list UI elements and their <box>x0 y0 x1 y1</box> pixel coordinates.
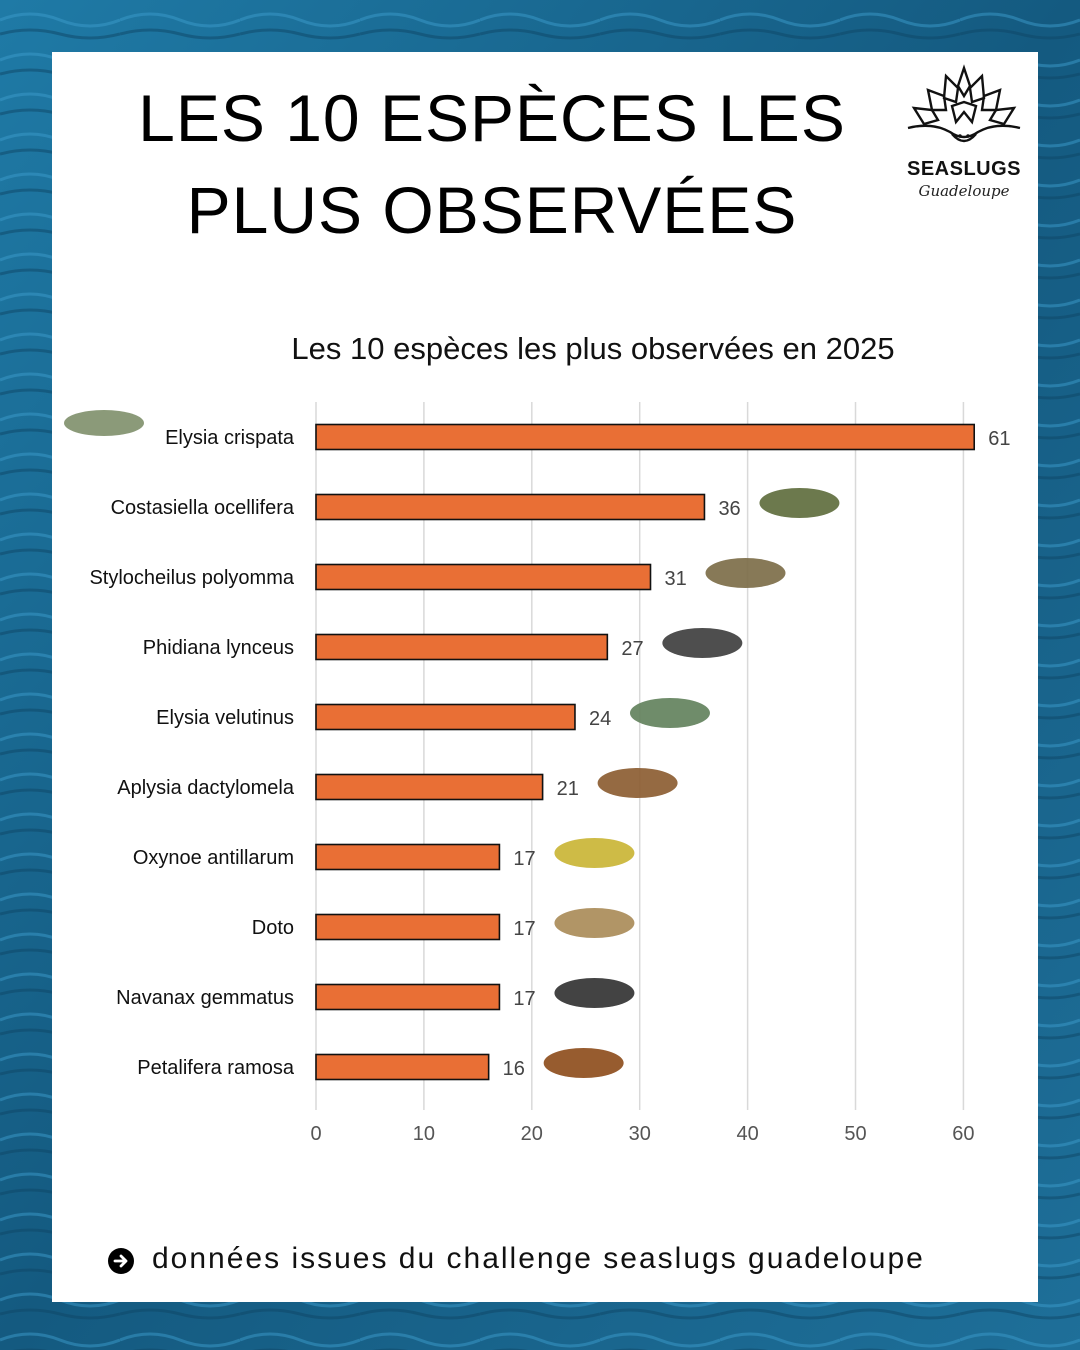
title-line-2: PLUS OBSERVÉES <box>186 173 798 247</box>
category-label: Costasiella ocellifera <box>111 497 295 519</box>
sea-slug-image <box>554 908 635 938</box>
category-label: Doto <box>252 917 294 939</box>
category-label: Elysia crispata <box>165 427 295 449</box>
bar <box>315 633 609 661</box>
sea-slug-image <box>597 768 678 798</box>
data-label: 24 <box>589 708 611 730</box>
sea-slug-image <box>554 838 635 868</box>
sea-slug-image <box>64 410 144 436</box>
data-label: 36 <box>718 498 740 520</box>
x-tick-label: 50 <box>844 1123 866 1145</box>
x-tick-label: 30 <box>629 1123 651 1145</box>
sea-slug-image <box>629 698 710 728</box>
bar <box>315 773 544 801</box>
chart-title: Les 10 espèces les plus observées en 202… <box>291 331 894 366</box>
footer: données issues du challenge seaslugs gua… <box>108 1242 1008 1282</box>
category-label: Phidiana lynceus <box>143 637 294 659</box>
category-label: Oxynoe antillarum <box>133 847 294 869</box>
category-label: Petalifera ramosa <box>137 1057 295 1079</box>
data-label: 17 <box>513 918 535 940</box>
arrow-right-circle-icon <box>108 1248 134 1274</box>
x-tick-label: 10 <box>413 1123 435 1145</box>
data-label: 17 <box>513 988 535 1010</box>
sea-slug-image <box>543 1048 624 1078</box>
data-label: 21 <box>557 778 579 800</box>
sea-slug-image <box>759 488 840 518</box>
title-line-1: LES 10 ESPÈCES LES <box>138 81 846 155</box>
footer-text: données issues du challenge seaslugs gua… <box>152 1242 925 1275</box>
content-card: LES 10 ESPÈCES LES PLUS OBSERVÉES SEASLU… <box>52 52 1038 1302</box>
data-label: 16 <box>503 1058 525 1080</box>
page-title: LES 10 ESPÈCES LES PLUS OBSERVÉES <box>112 72 872 256</box>
category-label: Elysia velutinus <box>156 707 294 729</box>
category-label: Aplysia dactylomela <box>117 777 295 799</box>
x-tick-label: 60 <box>952 1123 974 1145</box>
data-label: 61 <box>988 428 1010 450</box>
sea-slug-logo-icon <box>907 64 1021 143</box>
data-label: 27 <box>621 638 643 660</box>
bar <box>315 843 501 871</box>
bar <box>315 563 652 591</box>
data-label: 31 <box>665 568 687 590</box>
sea-slug-image <box>554 978 635 1008</box>
x-tick-label: 40 <box>736 1123 758 1145</box>
bar <box>315 983 501 1011</box>
bar <box>315 493 706 521</box>
sea-slug-image <box>705 558 786 588</box>
logo-name: SEASLUGS <box>906 158 1022 180</box>
seaslugs-logo: SEASLUGS Guadeloupe <box>902 62 1032 212</box>
bar <box>315 913 501 941</box>
data-label: 17 <box>513 848 535 870</box>
category-label: Stylocheilus polyomma <box>89 567 294 589</box>
x-tick-label: 0 <box>310 1123 321 1145</box>
bar <box>315 423 976 451</box>
bar-chart: Les 10 espèces les plus observées en 202… <box>64 331 1010 1145</box>
category-label: Navanax gemmatus <box>116 987 294 1009</box>
bar <box>315 703 576 731</box>
x-tick-label: 20 <box>521 1123 543 1145</box>
bar <box>315 1053 490 1081</box>
logo-subtitle: Guadeloupe <box>918 182 1010 200</box>
sea-slug-image <box>662 628 743 658</box>
